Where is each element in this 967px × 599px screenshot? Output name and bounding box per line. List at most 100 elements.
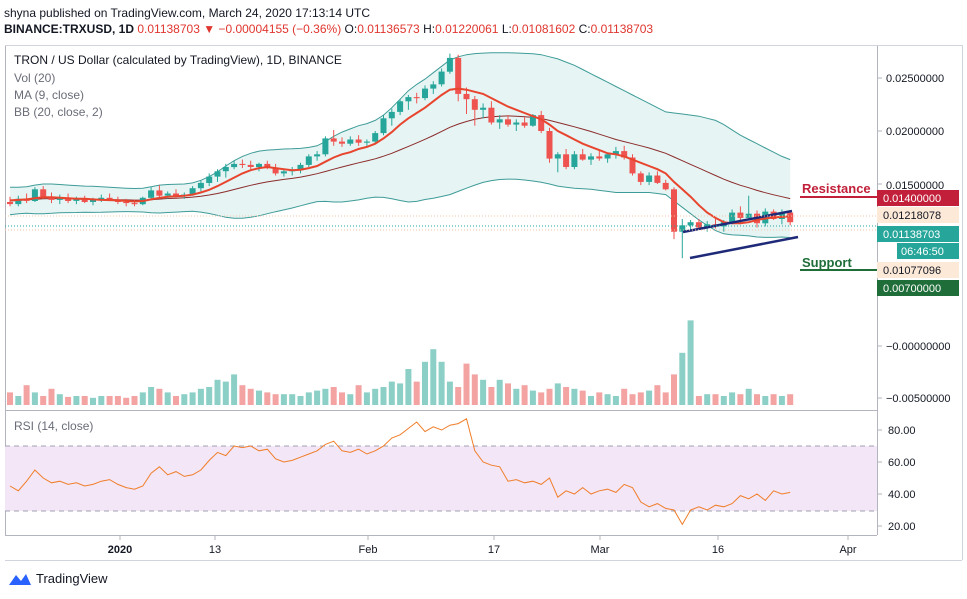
high-price-badge xyxy=(877,207,959,223)
low-label: L: xyxy=(501,22,512,36)
volume-bar xyxy=(131,396,138,405)
ma-indicator-label[interactable]: MA (9, close) xyxy=(14,88,85,102)
volume-bar xyxy=(123,397,130,405)
volume-bar xyxy=(347,394,354,405)
volume-bar xyxy=(529,390,536,405)
candle-body xyxy=(197,182,204,189)
candle-body xyxy=(206,176,213,183)
high-price-text: 0.01218078 xyxy=(883,210,941,222)
volume-bar xyxy=(56,394,63,405)
candle-body xyxy=(297,164,304,171)
volume-axis: −0.00000000 −0.00500000 xyxy=(877,341,951,405)
candle-body xyxy=(612,151,619,155)
candle-body xyxy=(106,197,113,200)
channel-lower-trendline xyxy=(689,235,799,260)
volume-bar xyxy=(571,388,578,405)
last-price-badge xyxy=(877,226,959,242)
volume-bar xyxy=(422,361,428,405)
price-axis[interactable]: 0.02500000 0.02000000 0.01500000 xyxy=(877,73,944,192)
close-label: C: xyxy=(578,22,591,36)
brand-name: TradingView xyxy=(36,571,108,586)
candle-body xyxy=(729,212,736,223)
candle-body xyxy=(305,156,312,165)
candle-body xyxy=(787,212,794,223)
support-price-text: 0.00700000 xyxy=(883,283,941,295)
volume-bar xyxy=(538,392,545,405)
candle-body xyxy=(247,164,254,167)
volume-bar xyxy=(297,396,304,405)
volume-bar xyxy=(280,394,287,405)
volume-bar xyxy=(446,381,453,405)
candle-body xyxy=(546,131,553,159)
volume-bar xyxy=(413,381,420,405)
volume-bar xyxy=(687,320,694,405)
volume-bar xyxy=(455,387,462,405)
volume-bar xyxy=(289,394,296,405)
volume-bar xyxy=(695,396,702,405)
rsi-tick-label: 40.00 xyxy=(888,489,916,501)
price-change: ▼ −0.00004155 (−0.36%) xyxy=(203,22,342,36)
candle-body xyxy=(355,139,362,143)
candle-body xyxy=(588,156,594,160)
volume-indicator-label[interactable]: Vol (20) xyxy=(14,71,56,85)
time-axis[interactable]: 2020 13 Feb 17 Mar 16 Apr xyxy=(108,535,857,556)
rsi-indicator-label[interactable]: RSI (14, close) xyxy=(14,419,94,433)
volume-bar xyxy=(430,349,437,405)
volume-bar xyxy=(671,374,677,405)
candle-body xyxy=(463,93,470,100)
volume-bar xyxy=(90,397,96,405)
volume-bar xyxy=(480,379,487,405)
price-tick-label: 0.02000000 xyxy=(886,126,944,138)
candle-body xyxy=(363,141,370,143)
bb-indicator-label[interactable]: BB (20, close, 2) xyxy=(14,105,103,119)
candle-body xyxy=(521,122,528,126)
candle-body xyxy=(438,71,445,85)
volume-bar xyxy=(7,392,13,405)
candle-body xyxy=(538,115,545,131)
volume-bar xyxy=(181,394,188,405)
candle-body xyxy=(737,212,744,218)
candle-body xyxy=(446,57,453,72)
candle-body xyxy=(430,84,437,89)
candle-body xyxy=(505,119,511,125)
volume-bar xyxy=(272,394,279,405)
volume-tick-label: −0.00500000 xyxy=(886,393,951,405)
time-tick-label: 13 xyxy=(209,544,221,556)
candle-body xyxy=(222,167,229,172)
tradingview-logo-icon xyxy=(9,573,31,585)
volume-bar xyxy=(264,392,271,405)
candle-body xyxy=(56,197,63,200)
volume-bar xyxy=(679,352,686,405)
volume-bar xyxy=(729,392,736,405)
candle-body xyxy=(596,156,603,159)
price-tick-label: 0.02500000 xyxy=(886,73,944,85)
resistance-price-text: 0.01400000 xyxy=(883,193,941,205)
candle-body xyxy=(98,197,105,200)
volume-bar xyxy=(471,374,478,405)
candle-body xyxy=(372,133,379,142)
volume-bar xyxy=(322,388,329,405)
volume-layer xyxy=(7,320,794,405)
bollinger-lower-line xyxy=(9,178,791,239)
rsi-line xyxy=(9,418,791,526)
volume-bar xyxy=(762,396,769,405)
volume-bar xyxy=(139,392,146,405)
publish-info: shyna published on TradingView.com, Marc… xyxy=(4,6,370,20)
chart-title[interactable]: TRON / US Dollar (calculated by TradingV… xyxy=(14,53,342,67)
candle-body xyxy=(322,138,329,155)
volume-bar xyxy=(554,383,561,405)
rsi-tick-label: 20.00 xyxy=(888,521,916,533)
tradingview-brand[interactable]: TradingView xyxy=(8,571,108,586)
candle-body xyxy=(90,199,96,202)
time-tick-label: Apr xyxy=(839,544,856,556)
channel-upper-trendline xyxy=(682,209,793,234)
candle-body xyxy=(554,154,561,159)
low-price-badge xyxy=(877,262,959,278)
volume-bar xyxy=(31,392,38,405)
symbol-name[interactable]: BINANCE:TRXUSD, 1D xyxy=(4,22,135,36)
candle-body xyxy=(164,193,171,196)
volume-bar xyxy=(546,388,553,405)
candle-body xyxy=(339,141,345,144)
candle-body xyxy=(529,115,536,126)
low-value: 0.01081602 xyxy=(511,22,576,36)
